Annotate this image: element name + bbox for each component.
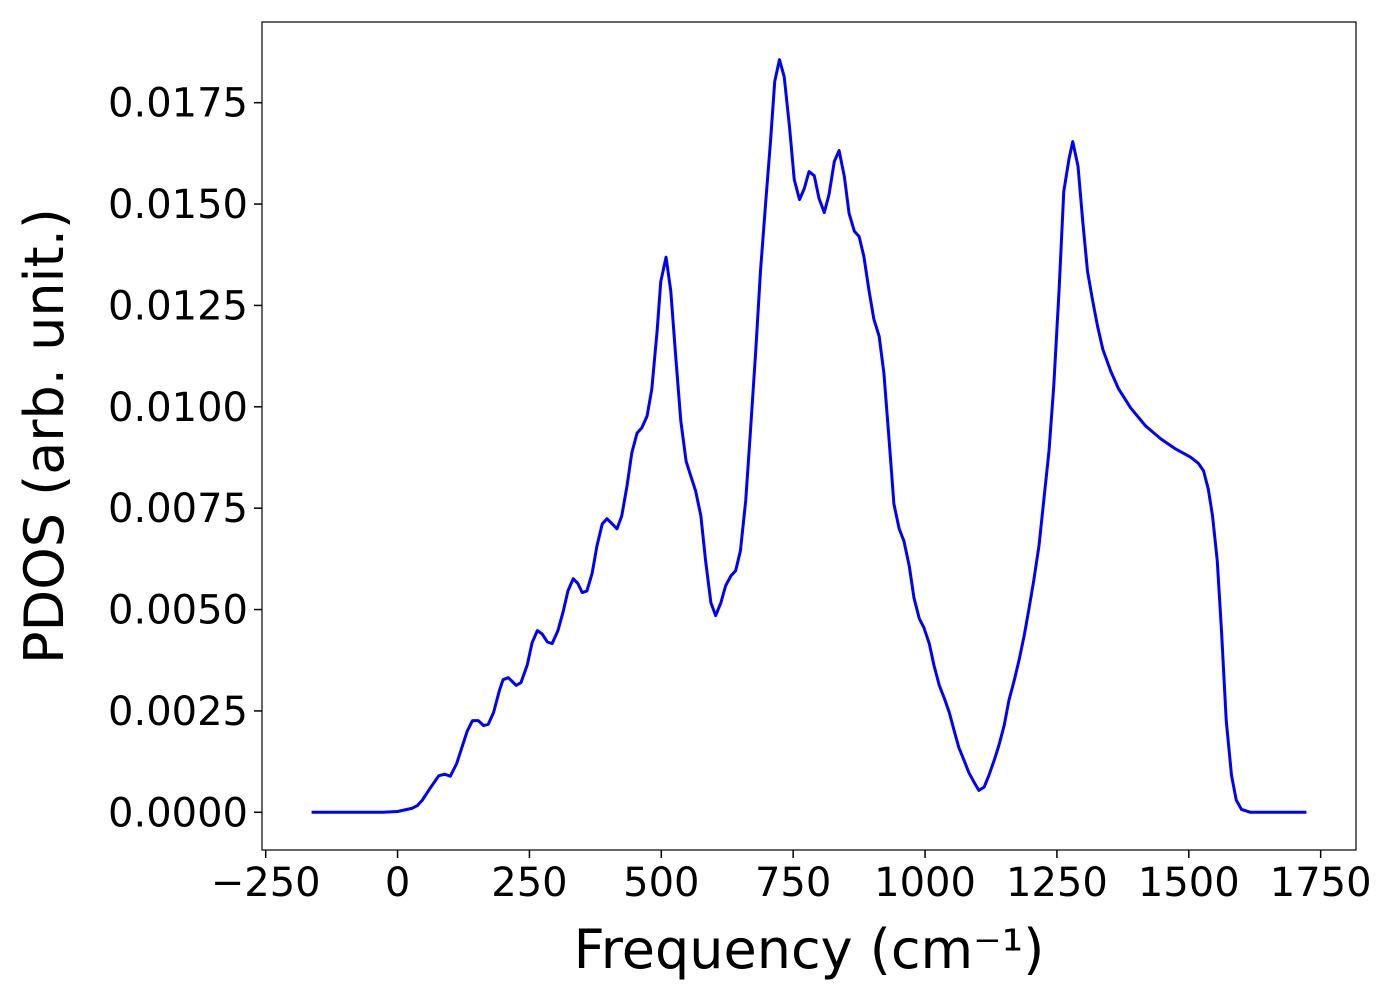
x-tick-label: 1250 [1006, 860, 1108, 906]
x-tick-label: 0 [385, 860, 410, 906]
y-tick-label: 0.0150 [108, 182, 248, 228]
x-tick-label: 500 [623, 860, 699, 906]
x-tick-label: 1500 [1138, 860, 1240, 906]
y-tick-label: 0.0025 [108, 689, 248, 735]
y-tick-label: 0.0175 [108, 81, 248, 127]
x-axis-label: Frequency (cm⁻¹) [574, 918, 1045, 981]
x-tick-label: 1000 [874, 860, 976, 906]
y-tick-label: 0.0075 [108, 486, 248, 532]
x-tick-label: 250 [491, 860, 567, 906]
y-tick-label: 0.0000 [108, 790, 248, 836]
line-series [311, 58, 1307, 814]
y-tick-label: 0.0100 [108, 385, 248, 431]
y-tick-label: 0.0125 [108, 283, 248, 329]
x-tick-label: −250 [211, 860, 321, 906]
plot-frame [261, 21, 1357, 851]
x-tick-label: 750 [755, 860, 831, 906]
y-tick-label: 0.0050 [108, 588, 248, 634]
y-axis-label: PDOS (arb. unit.) [13, 208, 76, 664]
x-tick-label: 1750 [1270, 860, 1372, 906]
